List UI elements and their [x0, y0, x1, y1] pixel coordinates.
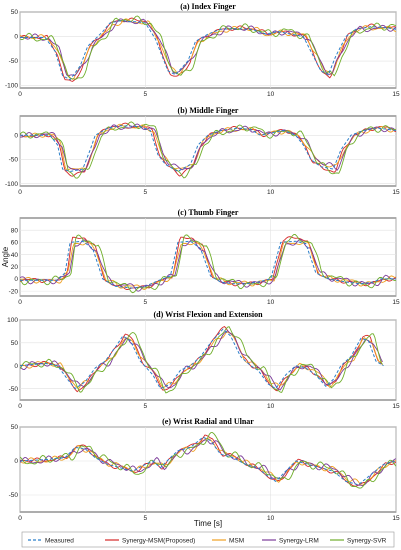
y-tick-label: 0: [14, 133, 18, 140]
plot-lines: [20, 432, 396, 489]
y-tick-label: -50: [9, 386, 19, 393]
measured-line: [20, 240, 396, 289]
x-tick-label: 10: [267, 515, 275, 522]
y-tick-label: 80: [11, 227, 19, 234]
series-line: [20, 331, 383, 389]
measured-line: [20, 125, 396, 173]
x-tick-label: 5: [144, 299, 148, 306]
x-tick-label: 15: [392, 403, 400, 410]
legend-label: Synergy-LRM: [279, 538, 319, 545]
plot-lines: [20, 121, 396, 179]
series-line: [20, 325, 383, 393]
y-tick-label: -20: [9, 288, 19, 295]
legend-box: [21, 531, 395, 548]
x-tick-label: 5: [144, 91, 148, 98]
y-tick-label: 50: [11, 340, 19, 347]
y-tick-label: -100: [5, 83, 18, 90]
panel-title: (b) Middle Finger: [178, 106, 239, 115]
y-tick-label: 40: [11, 252, 19, 259]
series-line: [20, 434, 396, 487]
y-tick-label: 100: [7, 317, 18, 324]
plot-lines: [20, 234, 396, 294]
x-tick-label: 5: [144, 403, 148, 410]
series-line: [20, 437, 396, 486]
y-tick-label: 0: [14, 363, 18, 370]
y-tick-label: 0: [14, 458, 18, 465]
panel-title: (e) Wrist Radial and Ulnar: [162, 417, 254, 426]
series-line: [20, 240, 396, 290]
series-line: [20, 18, 396, 77]
panel-3: (c) Thumb Finger 80 60 40 20 0 -20 0 5 10 15: [9, 208, 400, 306]
panel-title: (d) Wrist Flexion and Extension: [153, 310, 263, 319]
panel-4: (d) Wrist Flexion and Extension100500-50…: [7, 310, 400, 410]
x-tick-label: 15: [392, 515, 400, 522]
y-tick-label: -100: [5, 181, 18, 188]
series-line: [20, 439, 396, 487]
y-tick-label: 50: [11, 424, 19, 431]
plot-lines: [20, 325, 384, 394]
series-line: [20, 330, 383, 391]
x-tick-label: 0: [18, 403, 22, 410]
plot-frame: [19, 115, 397, 187]
x-tick-label: 10: [267, 299, 275, 306]
series-line: [20, 15, 396, 80]
y-tick-label: 0: [14, 34, 18, 41]
y-tick-label: 50: [11, 9, 19, 16]
x-tick-label: 10: [267, 403, 275, 410]
panel-5: (e) Wrist Radial and Ulnar 50 0 -50 0 5 10 15: [9, 417, 400, 522]
series-line: [20, 121, 396, 179]
plot-lines: [20, 15, 396, 82]
measured-line: [20, 436, 396, 486]
y-tick-label: -50: [9, 58, 19, 65]
y-axis-label: Angle: [1, 246, 10, 267]
series-line: [20, 432, 396, 489]
x-tick-label: 0: [18, 91, 22, 98]
series-line: [20, 123, 396, 172]
x-axis-label: Time [s]: [194, 519, 222, 528]
y-tick-label: -50: [9, 492, 19, 499]
plot-frame: [19, 11, 397, 89]
legend-label: Synergy-SVR: [347, 538, 387, 545]
x-tick-label: 10: [267, 189, 275, 196]
series-line: [20, 234, 396, 294]
x-tick-label: 5: [144, 515, 148, 522]
y-tick-label: 60: [11, 240, 19, 247]
plot-frame: [19, 319, 397, 401]
legend: Measured Synergy-MSM(Proposed) MSM Synergy-…: [21, 531, 395, 548]
x-tick-label: 5: [144, 189, 148, 196]
series-line: [20, 122, 396, 177]
x-tick-label: 0: [18, 515, 22, 522]
x-tick-label: 0: [18, 299, 22, 306]
x-tick-label: 15: [392, 189, 400, 196]
panel-title: (c) Thumb Finger: [178, 208, 239, 217]
series-line: [20, 239, 396, 292]
measured-line: [20, 328, 384, 390]
y-tick-label: 20: [11, 264, 19, 271]
series-line: [20, 326, 383, 394]
x-tick-label: 0: [18, 189, 22, 196]
x-tick-label: 15: [392, 299, 400, 306]
x-tick-label: 10: [267, 91, 275, 98]
legend-label: Synergy-MSM(Proposed): [122, 538, 195, 545]
x-tick-label: 15: [392, 91, 400, 98]
series-line: [20, 123, 396, 171]
legend-label: MSM: [229, 538, 244, 545]
plot-frame: [19, 217, 397, 297]
legend-label: Measured: [45, 538, 74, 545]
measured-line: [20, 20, 396, 81]
y-tick-label: -50: [9, 157, 19, 164]
panel-title: (a) Index Finger: [180, 2, 236, 11]
y-tick-label: 0: [14, 276, 18, 283]
